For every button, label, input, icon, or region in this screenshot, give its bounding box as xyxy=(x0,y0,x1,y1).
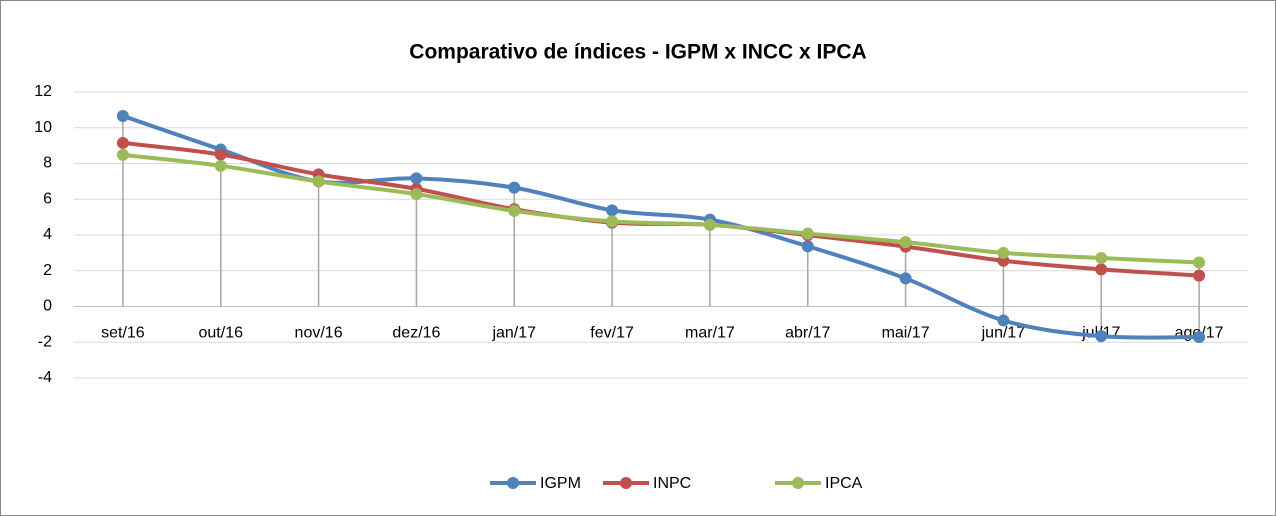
series-marker xyxy=(997,314,1010,327)
legend-marker xyxy=(507,477,519,489)
x-tick-label: jun/17 xyxy=(981,325,1026,342)
series-marker xyxy=(1193,256,1206,269)
series-marker xyxy=(1095,330,1108,343)
x-tick-label: set/16 xyxy=(101,325,145,342)
legend-label: INPC xyxy=(653,475,691,492)
series-marker xyxy=(1193,269,1206,282)
series-marker xyxy=(1193,331,1206,344)
y-tick-label: 12 xyxy=(34,83,52,100)
series-marker xyxy=(801,240,814,253)
series-marker xyxy=(116,109,129,122)
series-marker xyxy=(410,188,423,201)
legend-label: IPCA xyxy=(825,475,863,492)
x-tick-label: abr/17 xyxy=(785,325,830,342)
series-marker xyxy=(1095,252,1108,265)
series-marker xyxy=(606,204,619,217)
series-marker xyxy=(508,181,521,194)
series-marker xyxy=(214,148,227,161)
x-tick-label: out/16 xyxy=(199,325,244,342)
x-tick-label: nov/16 xyxy=(295,325,343,342)
legend-marker xyxy=(620,477,632,489)
x-tick-label: jan/17 xyxy=(491,325,536,342)
x-tick-label: mai/17 xyxy=(882,325,930,342)
series-marker xyxy=(1095,263,1108,276)
chart-title: Comparativo de índices - IGPM x INCC x I… xyxy=(409,41,866,64)
x-tick-label: fev/17 xyxy=(590,325,634,342)
series-marker xyxy=(801,227,814,240)
series-marker xyxy=(410,172,423,185)
legend-label: IGPM xyxy=(540,475,581,492)
series-marker xyxy=(606,215,619,228)
x-tick-label: mar/17 xyxy=(685,325,735,342)
series-line xyxy=(122,152,1200,265)
series-marker xyxy=(899,272,912,285)
y-tick-label: 4 xyxy=(43,226,52,243)
series-marker xyxy=(116,148,129,161)
series-marker xyxy=(997,246,1010,259)
legend-marker xyxy=(792,477,804,489)
y-tick-label: 0 xyxy=(43,298,52,315)
y-tick-label: -4 xyxy=(38,369,52,386)
x-tick-label: dez/16 xyxy=(392,325,440,342)
series-marker xyxy=(116,136,129,149)
series-marker xyxy=(508,204,521,217)
y-tick-label: 6 xyxy=(43,190,52,207)
series-marker xyxy=(899,236,912,249)
y-tick-label: 10 xyxy=(34,119,52,136)
series-marker xyxy=(214,159,227,172)
y-tick-label: -2 xyxy=(38,333,52,350)
series-marker xyxy=(312,175,325,188)
y-tick-label: 8 xyxy=(43,155,52,172)
series-marker xyxy=(703,218,716,231)
y-tick-label: 2 xyxy=(43,262,52,279)
